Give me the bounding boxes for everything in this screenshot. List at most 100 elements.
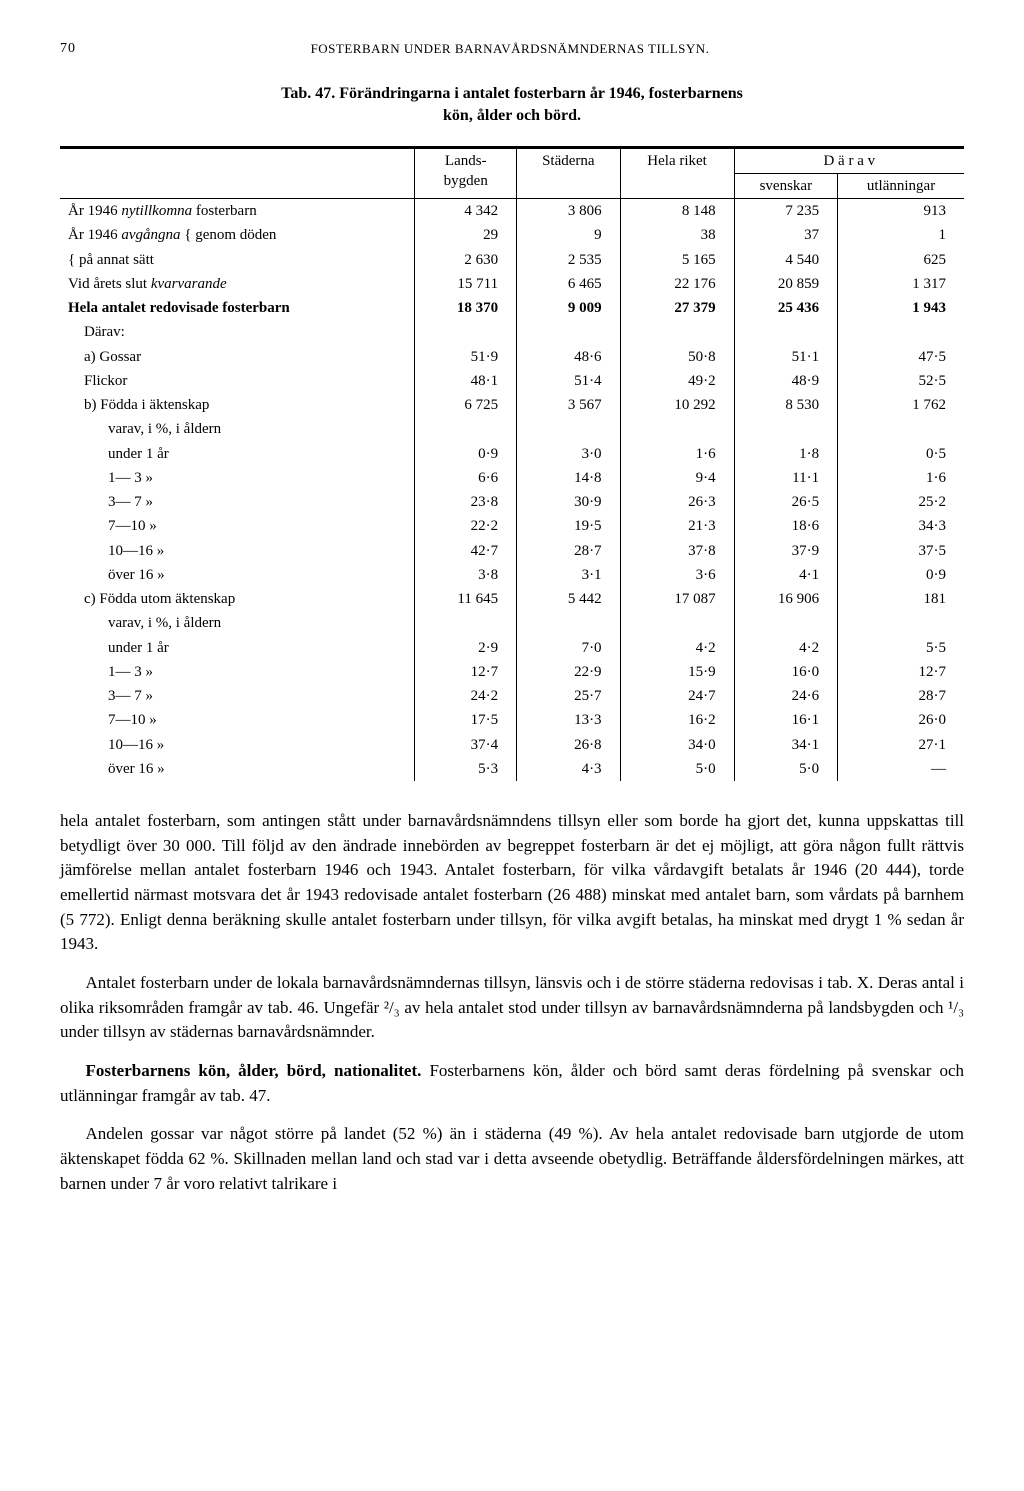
cell-value: 28·7 bbox=[838, 684, 964, 708]
cell-value: 51·1 bbox=[734, 345, 838, 369]
cell-value: 16·2 bbox=[620, 708, 734, 732]
cell-value: 34·1 bbox=[734, 733, 838, 757]
cell-value: 34·0 bbox=[620, 733, 734, 757]
table-row: över 16 »5·34·35·05·0— bbox=[60, 757, 964, 781]
table-row: över 16 »3·83·13·64·10·9 bbox=[60, 563, 964, 587]
paragraph-1: hela antalet fosterbarn, som antingen st… bbox=[60, 809, 964, 957]
cell-value: 7·0 bbox=[517, 636, 620, 660]
cell-value: 49·2 bbox=[620, 369, 734, 393]
cell-value: 13·3 bbox=[517, 708, 620, 732]
cell-value bbox=[517, 320, 620, 344]
cell-value bbox=[838, 611, 964, 635]
cell-value: 15·9 bbox=[620, 660, 734, 684]
table-row: År 1946 nytillkomna fosterbarn4 3423 806… bbox=[60, 199, 964, 224]
paragraph-3: Fosterbarnens kön, ålder, börd, national… bbox=[60, 1059, 964, 1108]
row-label: varav, i %, i åldern bbox=[60, 611, 415, 635]
cell-value: 0·5 bbox=[838, 442, 964, 466]
cell-value: 5 442 bbox=[517, 587, 620, 611]
cell-value: 1 317 bbox=[838, 272, 964, 296]
table-row: b) Födda i äktenskap6 7253 56710 2928 53… bbox=[60, 393, 964, 417]
cell-value: 26·5 bbox=[734, 490, 838, 514]
col-staderna: Städerna bbox=[517, 147, 620, 199]
cell-value: 12·7 bbox=[415, 660, 517, 684]
cell-value: 4 342 bbox=[415, 199, 517, 224]
table-row: varav, i %, i åldern bbox=[60, 611, 964, 635]
data-table: Lands-bygden Städerna Hela riket D ä r a… bbox=[60, 146, 964, 782]
cell-value: 1 bbox=[838, 223, 964, 247]
cell-value: 2 630 bbox=[415, 248, 517, 272]
row-label: 3— 7 » bbox=[60, 684, 415, 708]
cell-value: 8 148 bbox=[620, 199, 734, 224]
cell-value: 26·3 bbox=[620, 490, 734, 514]
cell-value: 3·0 bbox=[517, 442, 620, 466]
paragraph-2: Antalet fosterbarn under de lokala barna… bbox=[60, 971, 964, 1045]
cell-value bbox=[517, 417, 620, 441]
cell-value bbox=[838, 417, 964, 441]
cell-value: 25 436 bbox=[734, 296, 838, 320]
cell-value: 5·0 bbox=[734, 757, 838, 781]
row-label: varav, i %, i åldern bbox=[60, 417, 415, 441]
table-row: a) Gossar51·948·650·851·147·5 bbox=[60, 345, 964, 369]
cell-value: 4·2 bbox=[734, 636, 838, 660]
cell-value: 9·4 bbox=[620, 466, 734, 490]
cell-value: 14·8 bbox=[517, 466, 620, 490]
table-title-line2: kön, ålder och börd. bbox=[443, 107, 581, 124]
row-label: År 1946 nytillkomna fosterbarn bbox=[60, 199, 415, 224]
cell-value: 4 540 bbox=[734, 248, 838, 272]
table-row: 1— 3 »12·722·915·916·012·7 bbox=[60, 660, 964, 684]
cell-value: 15 711 bbox=[415, 272, 517, 296]
row-label: 1— 3 » bbox=[60, 466, 415, 490]
cell-value: 6 465 bbox=[517, 272, 620, 296]
table-row: varav, i %, i åldern bbox=[60, 417, 964, 441]
row-label: 3— 7 » bbox=[60, 490, 415, 514]
cell-value: 28·7 bbox=[517, 539, 620, 563]
cell-value: 48·6 bbox=[517, 345, 620, 369]
cell-value: 52·5 bbox=[838, 369, 964, 393]
cell-value: 42·7 bbox=[415, 539, 517, 563]
cell-value bbox=[517, 611, 620, 635]
cell-value: 26·0 bbox=[838, 708, 964, 732]
body-text: hela antalet fosterbarn, som antingen st… bbox=[60, 809, 964, 1196]
table-row: 7—10 »22·219·521·318·634·3 bbox=[60, 514, 964, 538]
table-title-line1: Tab. 47. Förändringarna i antalet foster… bbox=[281, 85, 743, 102]
table-title: Tab. 47. Förändringarna i antalet foster… bbox=[60, 83, 964, 128]
cell-value: 7 235 bbox=[734, 199, 838, 224]
table-row: 1— 3 »6·614·89·411·11·6 bbox=[60, 466, 964, 490]
table-row: under 1 år0·93·01·61·80·5 bbox=[60, 442, 964, 466]
cell-value: 2·9 bbox=[415, 636, 517, 660]
cell-value: 34·3 bbox=[838, 514, 964, 538]
col-svenskar: svenskar bbox=[734, 173, 838, 198]
cell-value: 20 859 bbox=[734, 272, 838, 296]
table-row: Därav: bbox=[60, 320, 964, 344]
row-label: under 1 år bbox=[60, 442, 415, 466]
table-row: 3— 7 »24·225·724·724·628·7 bbox=[60, 684, 964, 708]
cell-value: 16·1 bbox=[734, 708, 838, 732]
cell-value: 4·3 bbox=[517, 757, 620, 781]
cell-value: 51·9 bbox=[415, 345, 517, 369]
page-header: 70 FOSTERBARN UNDER BARNAVÅRDSNÄMNDERNAS… bbox=[60, 40, 964, 59]
cell-value: 1·8 bbox=[734, 442, 838, 466]
paragraph-4: Andelen gossar var något större på lande… bbox=[60, 1122, 964, 1196]
cell-value: 3·1 bbox=[517, 563, 620, 587]
table-row: År 1946 avgångna { genom döden29938371 bbox=[60, 223, 964, 247]
row-label: 1— 3 » bbox=[60, 660, 415, 684]
cell-value: 26·8 bbox=[517, 733, 620, 757]
cell-value: 0·9 bbox=[838, 563, 964, 587]
cell-value: 24·2 bbox=[415, 684, 517, 708]
cell-value bbox=[620, 320, 734, 344]
cell-value: 5 165 bbox=[620, 248, 734, 272]
table-row: 7—10 »17·513·316·216·126·0 bbox=[60, 708, 964, 732]
cell-value: 16·0 bbox=[734, 660, 838, 684]
table-row: 10—16 »37·426·834·034·127·1 bbox=[60, 733, 964, 757]
cell-value: 5·3 bbox=[415, 757, 517, 781]
cell-value bbox=[620, 417, 734, 441]
cell-value: 1 943 bbox=[838, 296, 964, 320]
cell-value: 24·7 bbox=[620, 684, 734, 708]
running-head: FOSTERBARN UNDER BARNAVÅRDSNÄMNDERNAS TI… bbox=[311, 40, 710, 59]
row-label: c) Födda utom äktenskap bbox=[60, 587, 415, 611]
row-label: över 16 » bbox=[60, 563, 415, 587]
cell-value: 25·2 bbox=[838, 490, 964, 514]
row-label: 7—10 » bbox=[60, 514, 415, 538]
cell-value: 37·8 bbox=[620, 539, 734, 563]
col-landsbygden: Lands-bygden bbox=[415, 147, 517, 199]
